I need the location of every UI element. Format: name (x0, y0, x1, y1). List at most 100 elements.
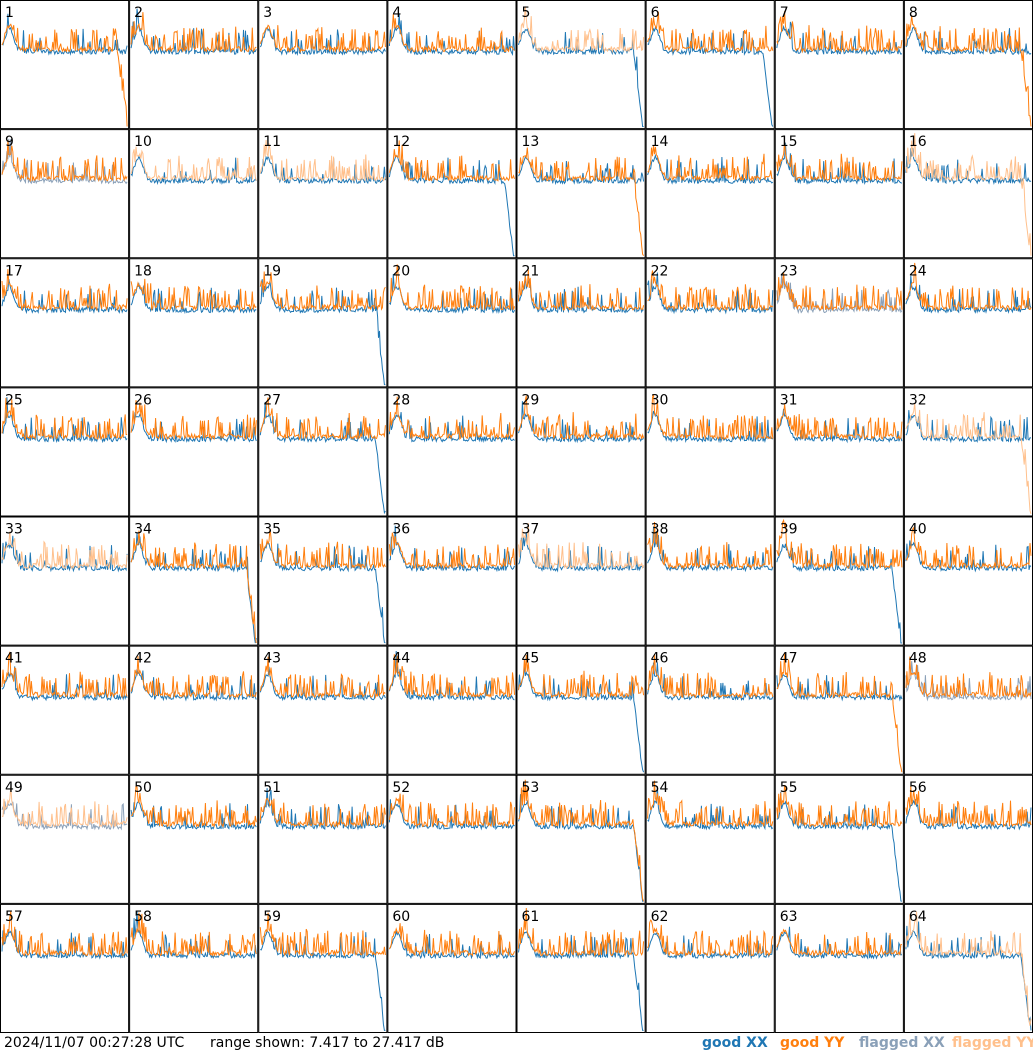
panel-number: 28 (392, 392, 410, 408)
yy-spectrum-line (647, 919, 774, 958)
xx-spectrum-line (130, 154, 257, 185)
panel-27: 27 (258, 387, 388, 517)
yy-spectrum-line (130, 146, 257, 182)
panel-number: 18 (134, 263, 152, 279)
panel-number: 41 (5, 651, 23, 667)
yy-spectrum-line (647, 654, 774, 699)
panel-number: 40 (909, 522, 927, 538)
panel-number: 56 (909, 780, 927, 796)
panel-border (387, 774, 517, 904)
panel-number: 30 (651, 392, 669, 408)
panel-border (645, 516, 775, 646)
yy-spectrum-line (388, 532, 515, 570)
panel-number: 59 (263, 909, 281, 925)
yy-spectrum-line (388, 13, 515, 53)
panel-number: 26 (134, 392, 152, 408)
xx-spectrum-line (776, 142, 903, 186)
xx-spectrum-line (518, 532, 644, 573)
panel-border (516, 645, 646, 775)
yy-spectrum-line (518, 395, 645, 441)
panel-border (258, 516, 388, 646)
xx-spectrum-line (905, 540, 1032, 573)
yy-spectrum-line (388, 793, 515, 828)
yy-spectrum-line (905, 786, 1032, 828)
yy-spectrum-line (776, 141, 903, 183)
panel-border (645, 387, 775, 517)
legend-good-yy: good YY (780, 1035, 845, 1051)
panel-number: 16 (909, 134, 927, 150)
panel-61: 61 (516, 903, 646, 1033)
panel-border (258, 387, 388, 517)
panel-48: 48 (903, 645, 1033, 775)
yy-spectrum-line (259, 24, 386, 54)
panel-border (0, 0, 130, 130)
panel-border (387, 0, 517, 130)
yy-spectrum-line (1, 397, 128, 441)
xx-spectrum-line (259, 666, 386, 702)
yy-spectrum-line (905, 911, 1032, 1026)
yy-spectrum-line (647, 144, 773, 183)
xx-spectrum-line (905, 147, 1032, 186)
panel-border (129, 516, 259, 646)
panel-border (0, 258, 130, 388)
yy-spectrum-line (518, 523, 645, 570)
legend-flagged-xx: flagged XX (859, 1035, 945, 1051)
panel-number: 21 (522, 263, 540, 279)
panel-47: 47 (774, 645, 904, 775)
panel-number: 37 (522, 522, 540, 538)
panel-number: 9 (5, 134, 14, 150)
yy-spectrum-line (647, 521, 773, 570)
yy-spectrum-line (905, 15, 1032, 127)
panel-number: 27 (263, 392, 281, 408)
panel-29: 29 (516, 387, 646, 517)
xx-spectrum-line (518, 794, 644, 902)
yy-spectrum-line (259, 797, 386, 828)
xx-spectrum-line (1, 929, 128, 960)
panel-31: 31 (774, 387, 904, 517)
panel-border (903, 0, 1033, 130)
panel-border (774, 516, 904, 646)
yy-spectrum-line (388, 396, 515, 441)
panel-border (516, 903, 646, 1033)
yy-spectrum-line (518, 269, 645, 312)
yy-spectrum-line (130, 12, 257, 54)
range-shown: range shown: 7.417 to 27.417 dB (210, 1035, 445, 1051)
panel-border (129, 903, 259, 1033)
panel-51: 51 (258, 774, 388, 904)
xx-spectrum-line (388, 799, 515, 831)
yy-spectrum-line (905, 133, 1032, 256)
panel-34: 34 (129, 516, 259, 646)
panel-border (387, 903, 517, 1033)
panel-8: 8 (903, 0, 1033, 130)
panel-number: 17 (5, 263, 23, 279)
panel-9: 9 (0, 129, 130, 259)
panel-border (903, 516, 1033, 646)
yy-spectrum-line (905, 262, 1032, 312)
panel-39: 39 (774, 516, 904, 646)
panel-border (645, 258, 775, 388)
panel-number: 57 (5, 909, 23, 925)
panel-number: 13 (522, 134, 540, 150)
xx-spectrum-line (905, 921, 1032, 1031)
panel-62: 62 (645, 903, 775, 1033)
yy-spectrum-line (776, 404, 903, 441)
yy-spectrum-line (776, 11, 903, 54)
xx-spectrum-line (130, 911, 257, 960)
panel-border (516, 129, 646, 259)
panel-41: 41 (0, 645, 130, 775)
panel-number: 43 (263, 651, 281, 667)
panel-35: 35 (258, 516, 388, 646)
panel-number: 63 (780, 909, 798, 925)
panel-24: 24 (903, 258, 1033, 388)
panel-border (387, 258, 517, 388)
panel-number: 62 (651, 909, 669, 925)
panel-border (0, 903, 130, 1033)
yy-spectrum-line (518, 147, 645, 256)
panel-58: 58 (129, 903, 259, 1033)
panel-6: 6 (645, 0, 775, 130)
panel-border (129, 774, 259, 904)
panel-border (645, 0, 775, 130)
panel-number: 44 (392, 651, 410, 667)
panel-number: 32 (909, 392, 927, 408)
panel-number: 45 (522, 651, 540, 667)
